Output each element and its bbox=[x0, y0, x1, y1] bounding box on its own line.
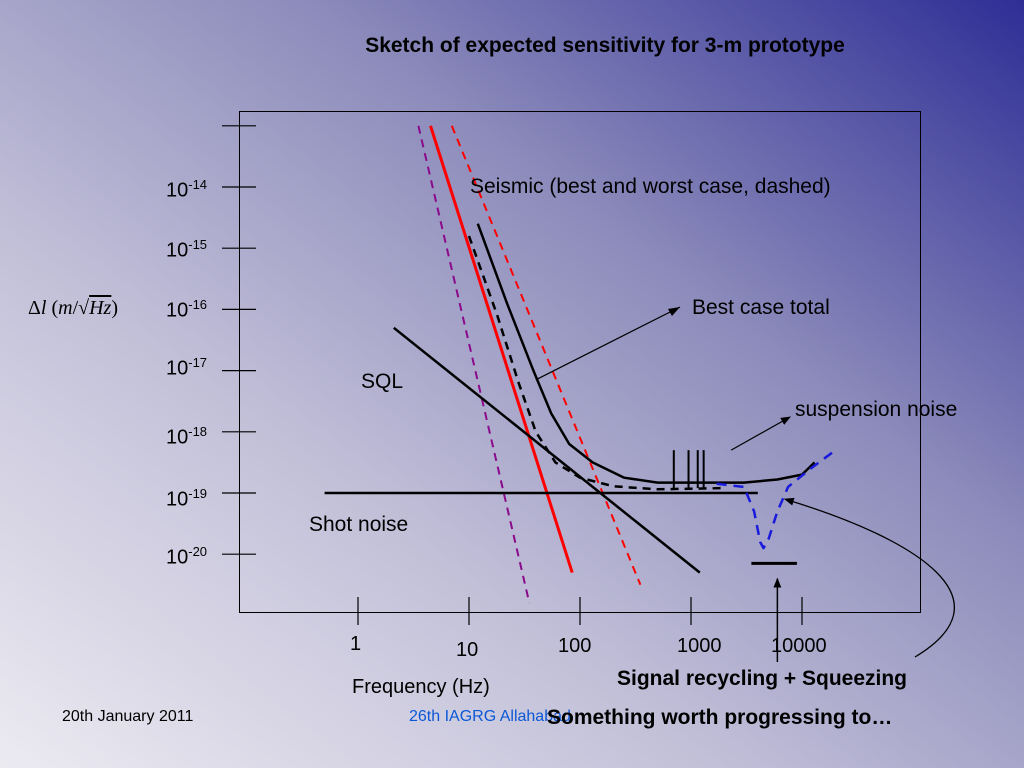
y-tick-label: 10-20 bbox=[166, 544, 208, 569]
x-tick-label: 1 bbox=[350, 633, 362, 655]
shot-noise-annotation: Shot noise bbox=[309, 513, 409, 536]
x-tick-label: 10 bbox=[456, 639, 479, 661]
best-case-total-annotation: Best case total bbox=[692, 296, 830, 319]
seismic-dashed-total-curve bbox=[467, 235, 725, 491]
x-axis-label: Frequency (Hz) bbox=[352, 676, 490, 698]
signal-recycling-callout: Signal recycling + Squeezing bbox=[617, 667, 908, 690]
x-tick-label: 100 bbox=[558, 635, 592, 657]
y-tick-label: 10-15 bbox=[166, 237, 208, 262]
y-axis-label: Δl (m/√Hz) bbox=[28, 297, 119, 319]
seismic-worst-curve bbox=[450, 125, 642, 586]
y-tick-label: 10-19 bbox=[166, 486, 208, 511]
best-case-arrow bbox=[535, 306, 681, 381]
y-tick-label: 10-14 bbox=[166, 177, 208, 202]
seismic-best-curve bbox=[429, 125, 574, 574]
slide-title: Sketch of expected sensitivity for 3-m p… bbox=[365, 34, 845, 57]
y-tick-label: 10-18 bbox=[166, 424, 208, 449]
y-tick-label: 10-17 bbox=[166, 355, 208, 380]
x-tick-label: 10000 bbox=[771, 635, 827, 657]
footer-event: 26th IAGRG Allahabad bbox=[409, 708, 571, 725]
purple-dashed-curve bbox=[417, 125, 531, 604]
progress-callout: Something worth progressing to… bbox=[547, 706, 893, 729]
x-tick-label: 1000 bbox=[677, 635, 722, 657]
seismic-annotation: Seismic (best and worst case, dashed) bbox=[470, 175, 831, 198]
suspension-arrow bbox=[730, 416, 791, 451]
squeezed-curve bbox=[716, 449, 837, 550]
best-case-arrow-head bbox=[668, 307, 680, 316]
footer-date: 20th January 2011 bbox=[62, 708, 194, 725]
y-tick-label: 10-16 bbox=[166, 297, 208, 322]
sql-annotation: SQL bbox=[361, 370, 404, 393]
suspension-noise-annotation: suspension noise bbox=[795, 398, 958, 421]
squeezing-curve-arrow bbox=[783, 497, 955, 658]
best-case-total-curve bbox=[476, 223, 816, 484]
